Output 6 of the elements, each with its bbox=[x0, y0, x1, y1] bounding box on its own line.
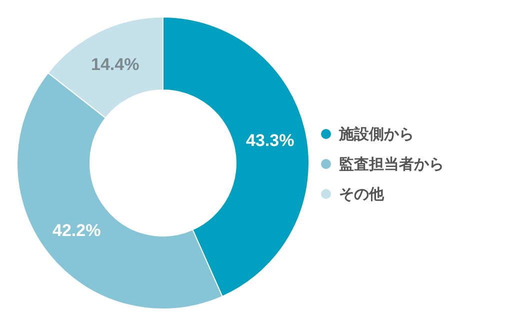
legend-label: 監査担当者から bbox=[338, 154, 445, 174]
data-label: 14.4% bbox=[90, 55, 140, 74]
legend-label: 施設側から bbox=[338, 124, 415, 144]
data-label: 42.2% bbox=[52, 220, 101, 240]
data-label: 43.3% bbox=[246, 130, 294, 150]
legend-label: その他 bbox=[338, 184, 385, 204]
